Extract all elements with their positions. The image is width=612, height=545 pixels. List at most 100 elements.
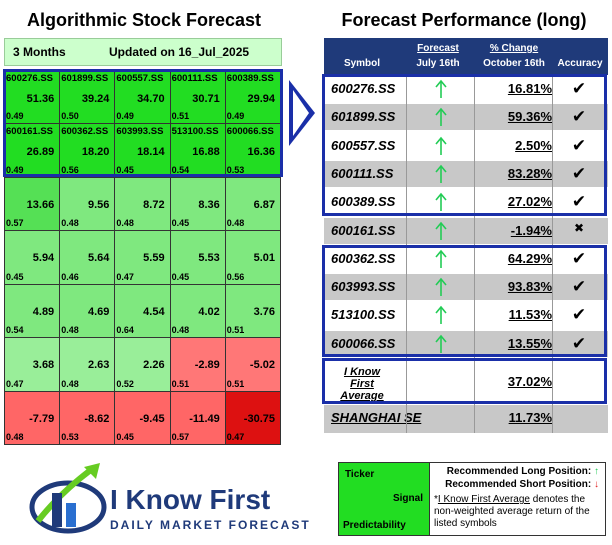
cell-signal: 34.70 — [137, 93, 165, 105]
cell-predictability: 0.45 — [116, 164, 134, 175]
cell-ticker: 600362.SS — [61, 126, 109, 138]
cell-signal: -7.79 — [29, 412, 55, 425]
logo-name: I Know First — [110, 484, 270, 515]
right-title: Forecast Performance (long) — [341, 10, 587, 30]
cell-predictability: 0.48 — [61, 218, 79, 229]
updated-label: Updated on 16_Jul_2025 — [109, 45, 250, 59]
row-change: 83.28% — [507, 165, 552, 181]
arrow-up-icon — [435, 306, 447, 325]
cell-predictability: 0.48 — [6, 431, 24, 442]
checkmark-icon: ✔ — [571, 305, 587, 325]
cell-predictability: 0.54 — [6, 325, 24, 336]
cell-signal: 4.69 — [87, 305, 110, 318]
cell-signal: 4.54 — [143, 305, 165, 318]
checkmark-icon: ✔ — [571, 333, 587, 353]
forecast-cell: 2.63 0.48 — [60, 338, 116, 392]
forecast-cell: -11.49 0.57 — [170, 391, 226, 445]
row-change: 16.81% — [507, 81, 552, 96]
forecast-cell: 6.87 0.48 — [225, 177, 281, 232]
performance-row: 600066.SS 13.55% ✔ — [324, 330, 608, 357]
legend-short-text: Recommended Short Position: — [445, 479, 592, 490]
arrow-up-icon — [435, 164, 447, 183]
cell-signal: 30.71 — [192, 93, 220, 105]
legend-note-rest: denotes the non-weighted average return … — [434, 494, 590, 529]
forecast-cell: 600111.SS 30.71 0.51 — [170, 71, 226, 125]
arrow-up-icon — [435, 108, 447, 127]
arrow-down-icon: ↓ — [594, 479, 599, 490]
header-change-top: % Change — [489, 43, 539, 54]
cell-signal: 4.02 — [198, 305, 220, 318]
cell-signal: 26.89 — [26, 146, 55, 159]
checkmark-icon: ✔ — [571, 107, 587, 127]
forecast-cell: 600276.SS 51.36 0.49 — [5, 71, 61, 125]
legend-short-line: Recommended Short Position: ↓ — [445, 479, 599, 490]
forecast-cell: 3.68 0.47 — [5, 338, 61, 392]
header-forecast-bottom: July 16th — [416, 58, 460, 69]
cell-predictability: 0.52 — [116, 378, 134, 389]
average-label-line2: Average — [340, 390, 384, 402]
cell-signal: -5.02 — [249, 359, 275, 372]
cell-signal: 5.64 — [87, 252, 110, 265]
forecast-cell: 513100.SS 16.88 0.54 — [170, 124, 226, 178]
row-change: 11.53% — [508, 307, 552, 323]
cell-predictability: 0.54 — [171, 164, 190, 175]
cell-signal: 18.14 — [137, 146, 165, 159]
cell-ticker: 601899.SS — [61, 73, 109, 84]
average-value: 37.02% — [507, 374, 552, 389]
legend-box: Ticker Signal Predictability Recommended… — [338, 462, 606, 536]
col-divider — [552, 75, 553, 433]
right-arrow-icon — [289, 80, 315, 146]
cell-ticker: 600389.SS — [226, 73, 274, 84]
forecast-cell: 5.01 0.56 — [225, 231, 281, 285]
row-symbol: 600111.SS — [331, 165, 394, 181]
checkmark-icon: ✔ — [571, 277, 587, 297]
cell-predictability: 0.64 — [116, 325, 134, 336]
cell-predictability: 0.45 — [6, 271, 24, 282]
legend-predictability: Predictability — [343, 520, 406, 531]
cell-signal: 51.36 — [26, 93, 55, 105]
cell-predictability: 0.53 — [61, 431, 79, 442]
cell-predictability: 0.53 — [226, 164, 245, 175]
legend-cell-sample: Ticker Signal Predictability — [339, 463, 430, 535]
performance-row: 600557.SS 2.50% ✔ — [324, 132, 608, 159]
cell-signal: 8.72 — [143, 198, 165, 211]
legend-signal: Signal — [392, 493, 423, 504]
header-accuracy: Accuracy — [557, 58, 603, 69]
row-change: 59.36% — [507, 109, 552, 125]
row-symbol: 600389.SS — [331, 194, 396, 210]
row-symbol: 601899.SS — [331, 109, 396, 125]
cell-predictability: 0.51 — [171, 111, 190, 122]
row-change: -1.94% — [510, 222, 552, 238]
forecast-cell: 5.64 0.46 — [60, 231, 116, 285]
forecast-cell: 8.36 0.45 — [170, 177, 226, 232]
forecast-cell: 13.66 0.57 — [5, 177, 61, 232]
row-change: 2.50% — [515, 137, 552, 153]
arrow-up-icon: ↑ — [594, 466, 599, 477]
forecast-cell: 601899.SS 39.24 0.50 — [60, 71, 116, 125]
cell-predictability: 0.45 — [171, 271, 190, 282]
forecast-heatmap-grid: 600276.SS 51.36 0.49 601899.SS 39.24 0.50 6005… — [4, 70, 281, 445]
cell-signal: 3.68 — [32, 359, 55, 372]
forecast-cell: 4.89 0.54 — [5, 284, 61, 339]
cell-signal: -9.45 — [139, 412, 165, 425]
cell-predictability: 0.56 — [226, 271, 245, 282]
cell-signal: -2.89 — [194, 359, 220, 372]
forecast-cell: -2.89 0.51 — [170, 338, 226, 392]
cell-predictability: 0.49 — [6, 164, 24, 175]
average-frame — [322, 358, 607, 404]
arrow-up-icon — [435, 334, 447, 353]
performance-row: 600362.SS 64.29% ✔ — [324, 245, 608, 272]
forecast-cell: 5.94 0.45 — [5, 231, 61, 285]
row-symbol: 600066.SS — [331, 335, 396, 351]
cell-signal: 2.63 — [87, 359, 110, 372]
i-know-first-logo: I Know First DAILY MARKET FORECAST — [29, 463, 309, 534]
cell-ticker: 513100.SS — [171, 126, 219, 138]
forecast-cell: 4.02 0.48 — [170, 284, 226, 339]
forecast-cell: 600362.SS 18.20 0.56 — [60, 124, 116, 178]
horizon-label: 3 Months — [13, 45, 66, 59]
row-change: 13.55% — [507, 335, 552, 351]
average-label: I Know First Average — [332, 366, 392, 402]
arrow-up-icon — [435, 192, 447, 212]
legend-long-line: Recommended Long Position: ↑ — [447, 466, 599, 477]
performance-table-header: Symbol Forecast July 16th % Change Octob… — [324, 38, 608, 75]
